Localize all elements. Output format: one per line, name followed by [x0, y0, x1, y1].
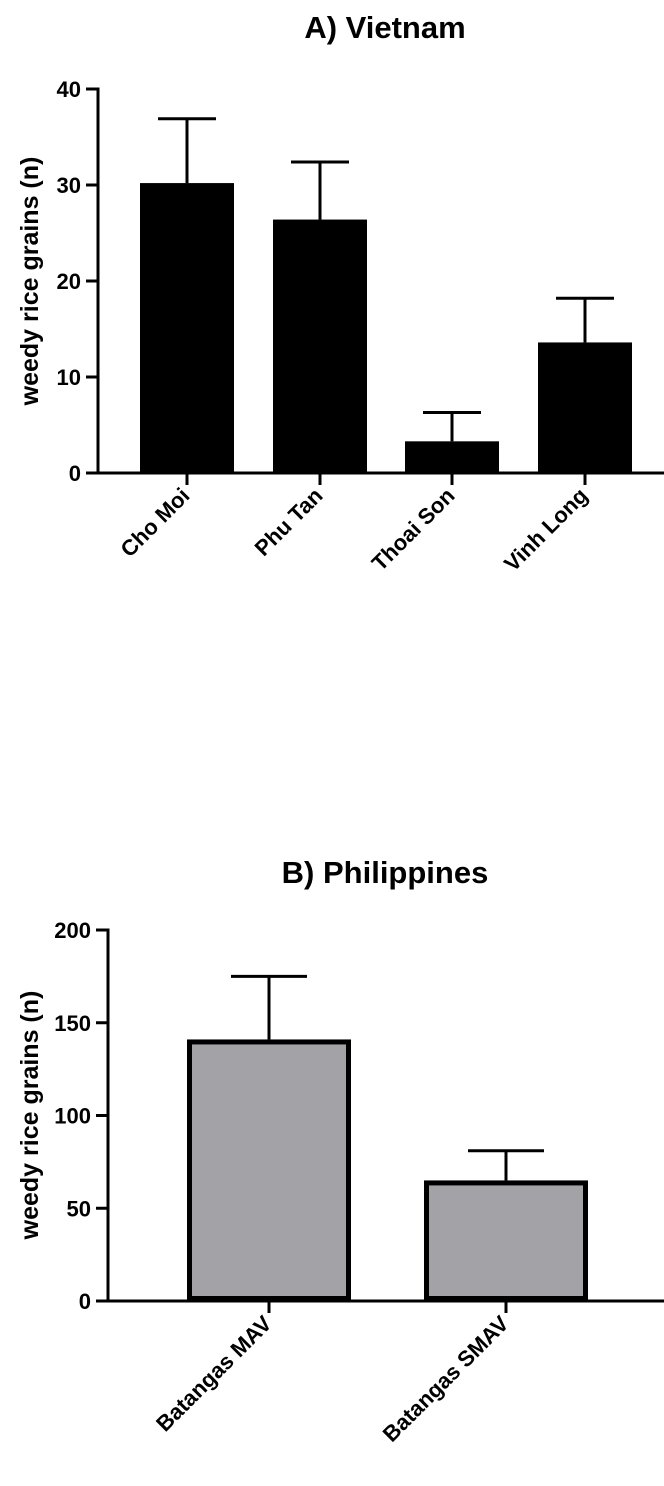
- x-tick-label: Thoai Son: [367, 483, 460, 576]
- y-tick-label: 20: [57, 269, 81, 294]
- chart-panel-vietnam: A) Vietnam weedy rice grains (n) 0 10 20 30…: [16, 10, 664, 576]
- y-tick-label: 50: [67, 1196, 91, 1221]
- bar-group: [140, 117, 632, 473]
- bar: [273, 219, 367, 473]
- x-category-labels: Cho Moi Phu Tan Thoai Son Vinh Long: [116, 473, 593, 576]
- chart-panel-philippines: B) Philippines weedy rice grains (n) 0 50…: [16, 855, 664, 1447]
- bar: [424, 1180, 588, 1302]
- bar: [405, 441, 499, 473]
- x-tick-label: Batangas MAV: [151, 1311, 277, 1437]
- y-tick-label: 10: [57, 365, 81, 390]
- chart-title: A) Vietnam: [304, 10, 465, 45]
- x-tick-label: Vinh Long: [499, 483, 592, 576]
- y-tick-label: 100: [54, 1104, 91, 1129]
- y-tick-label: 30: [57, 173, 81, 198]
- y-axis-label: weedy rice grains (n): [16, 157, 44, 407]
- y-ticks: 0 50 100 150 200: [54, 918, 108, 1314]
- bar: [140, 183, 234, 473]
- bar-group: [187, 974, 588, 1302]
- x-category-labels: Batangas MAV Batangas SMAV: [151, 1301, 514, 1447]
- chart-title: B) Philippines: [282, 855, 489, 890]
- y-axis-label: weedy rice grains (n): [16, 991, 44, 1241]
- bar: [187, 1039, 351, 1301]
- y-tick-label: 0: [69, 461, 81, 486]
- bar: [538, 342, 632, 473]
- y-tick-label: 150: [54, 1011, 91, 1036]
- y-ticks: 0 10 20 30 40: [57, 77, 98, 486]
- y-tick-label: 200: [54, 918, 91, 943]
- x-tick-label: Batangas SMAV: [378, 1311, 514, 1447]
- x-tick-label: Phu Tan: [250, 483, 328, 561]
- x-tick-label: Cho Moi: [116, 483, 195, 562]
- y-tick-label: 0: [79, 1289, 91, 1314]
- y-tick-label: 40: [57, 77, 81, 102]
